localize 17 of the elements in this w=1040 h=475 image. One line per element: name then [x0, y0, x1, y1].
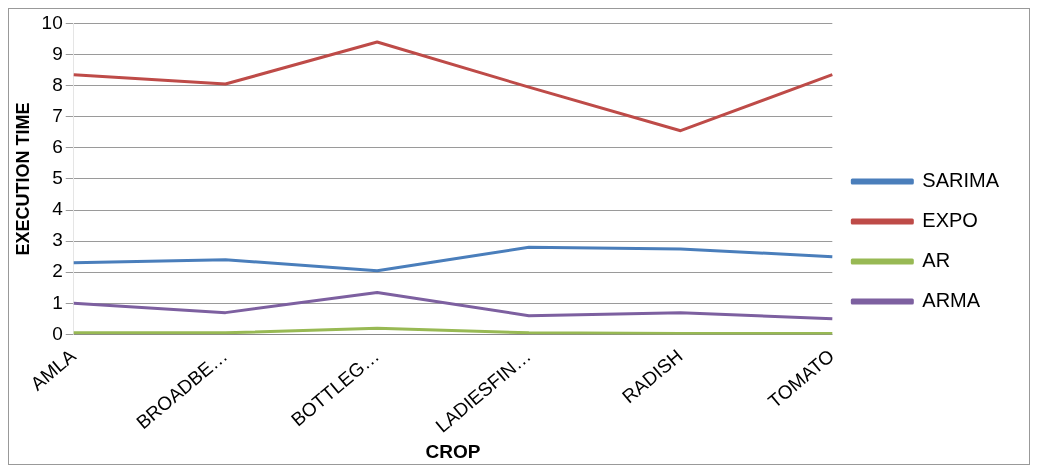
y-axis-title: EXECUTION TIME [12, 102, 33, 256]
legend-label: AR [922, 249, 951, 272]
legend-label: SARIMA [922, 169, 1000, 192]
legend-label: EXPO [922, 209, 978, 232]
y-tick-label: 2 [52, 260, 63, 282]
y-tick-label: 6 [52, 136, 63, 158]
y-tick-label: 1 [52, 291, 63, 313]
y-tick-label: 8 [52, 73, 63, 95]
y-tick-label: 4 [52, 198, 64, 220]
legend-label: ARMA [922, 289, 981, 312]
y-tick-label: 7 [52, 104, 63, 126]
y-tick-label: 3 [52, 229, 63, 251]
x-axis-title: CROP [425, 440, 481, 462]
y-tick-label: 0 [52, 322, 63, 344]
y-tick-label: 10 [41, 11, 63, 33]
y-tick-label: 9 [52, 42, 63, 64]
y-tick-label: 5 [52, 167, 63, 189]
